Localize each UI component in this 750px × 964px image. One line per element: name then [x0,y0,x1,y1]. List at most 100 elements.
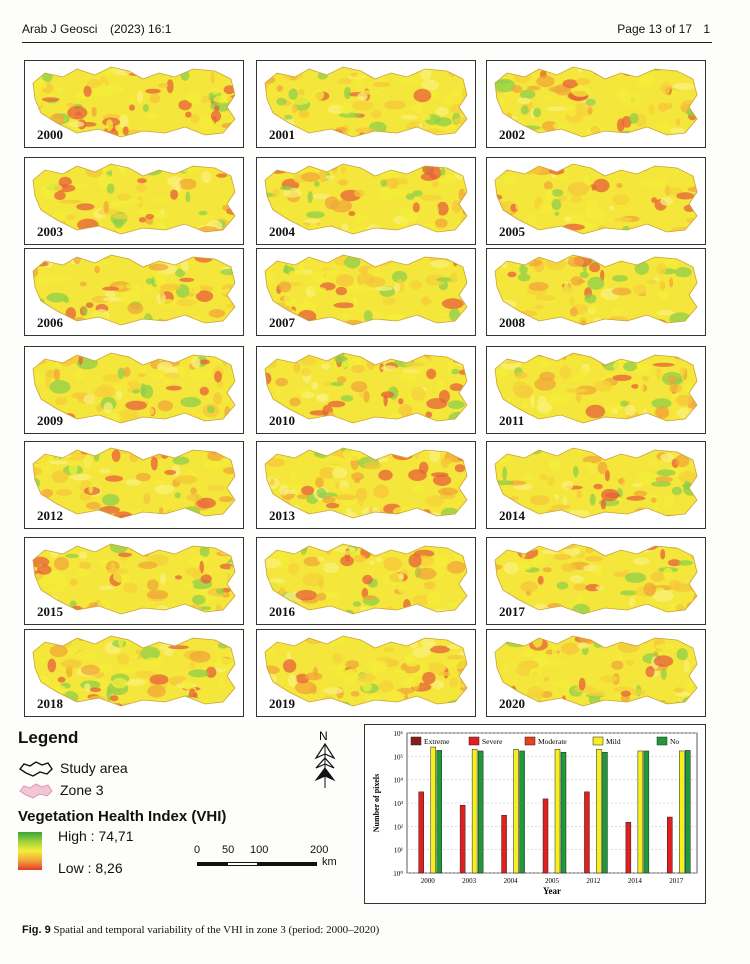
year-label: 2012 [37,508,63,523]
y-tick-label: 10⁵ [394,753,404,761]
vhi-map [264,447,468,519]
study-area-icon [18,761,53,777]
bar-severe [542,798,549,874]
legend-label: No [670,737,679,746]
vhi-color-ramp [18,832,42,870]
legend-title: Legend [18,728,79,747]
vhi-map-panel: 2002 [486,60,706,148]
caption-text: Spatial and temporal variability of the … [53,924,380,936]
vhi-map-panel: 2010 [256,346,476,434]
vhi-map [264,66,468,138]
year-label: 2001 [269,127,295,142]
year-label: 2000 [37,127,63,142]
vhi-map [264,254,468,326]
vhi-map [32,254,236,326]
legend-swatch [524,736,536,746]
legend-swatch [410,736,422,746]
vhi-map [264,635,468,707]
north-arrow-icon: N [314,729,336,788]
vhi-map [264,163,468,235]
header-rule [22,42,712,43]
vhi-map-panel: 2014 [486,441,706,529]
bar-no [602,751,608,874]
bar-no [685,750,691,874]
vhi-map [32,543,236,615]
vhi-map-panel: 2015 [24,537,244,625]
vhi-map [32,352,236,424]
year-label: 2005 [499,224,525,239]
vhi-map [494,163,698,235]
vhi-map-panel: 2020 [486,629,706,717]
x-tick-label: 2014 [628,877,643,885]
vhi-map [32,447,236,519]
page-header: Arab J Geosci (2023) 16:1 Page 13 of 17 … [22,22,710,42]
year-label: 2014 [499,508,525,523]
vhi-map [494,543,698,615]
bar-no [560,751,567,874]
vhi-map [494,447,698,519]
legend-label: Extreme [424,737,450,746]
year-label: 2015 [37,604,63,619]
vhi-map-panel: 2000 [24,60,244,148]
bar-mild [513,749,519,874]
vhi-map [494,66,698,138]
bar-mild [430,746,436,874]
bar-severe [584,791,590,874]
x-tick-label: 2012 [586,877,601,885]
zone-icon [19,783,53,799]
caption-label: Fig. 9 [22,924,51,936]
vhi-map-panel: 2013 [256,441,476,529]
year-label: 2017 [499,604,525,619]
vhi-map [32,163,236,235]
y-tick-label: 10⁰ [393,870,403,878]
y-tick-label: 10² [394,823,403,831]
vhi-map-panel: 2012 [24,441,244,529]
bar-mild [596,749,602,874]
year-label: 2009 [37,413,63,428]
vhi-map-panel: 2016 [256,537,476,625]
bar-severe [418,791,424,874]
legend: Legend Study area Zone 3 Vegetation Heal… [18,728,318,878]
vhi-map-panel: 2004 [256,157,476,245]
y-tick-label: 10⁴ [394,777,404,785]
bar-no [436,750,442,874]
north-label: N [319,729,328,743]
scale-tick-200: 200 [310,844,329,856]
bar-no [477,750,484,874]
x-tick-label: 2017 [669,877,684,885]
year-label: 2010 [269,413,295,428]
vhi-map-panel: 2018 [24,629,244,717]
zone-label: Zone 3 [60,782,104,798]
vhi-low-label: Low : 8,26 [58,860,123,876]
vhi-map [494,635,698,707]
year-label: 2011 [499,413,525,428]
year-label: 2008 [499,315,525,330]
x-tick-label: 2004 [504,877,519,885]
year-label: 2018 [37,696,63,711]
bar-mild [554,749,561,874]
year-label: 2003 [37,224,63,239]
year-label: 2007 [269,315,295,330]
y-tick-label: 10⁶ [394,730,404,738]
page-number: 1 [703,22,710,36]
citation: (2023) 16:1 [110,22,172,36]
legend-label: Mild [606,737,621,746]
legend-swatch [656,736,668,746]
year-label: 2006 [37,315,63,330]
vhi-map [494,254,698,326]
vhi-map [32,635,236,707]
vhi-map-panel: 2008 [486,248,706,336]
legend-label: Moderate [538,737,567,746]
year-label: 2004 [269,224,295,239]
vhi-map-panel: 2005 [486,157,706,245]
vhi-map [264,352,468,424]
scale-segment [257,862,317,866]
vhi-map-panel: 2009 [24,346,244,434]
y-axis-label: Number of pixels [372,774,381,833]
bar-severe [459,805,466,874]
scale-unit: km [322,856,337,868]
vhi-high-label: High : 74,71 [58,828,134,844]
bar-mild [471,749,478,874]
y-tick-label: 10¹ [394,847,403,855]
year-label: 2016 [269,604,295,619]
